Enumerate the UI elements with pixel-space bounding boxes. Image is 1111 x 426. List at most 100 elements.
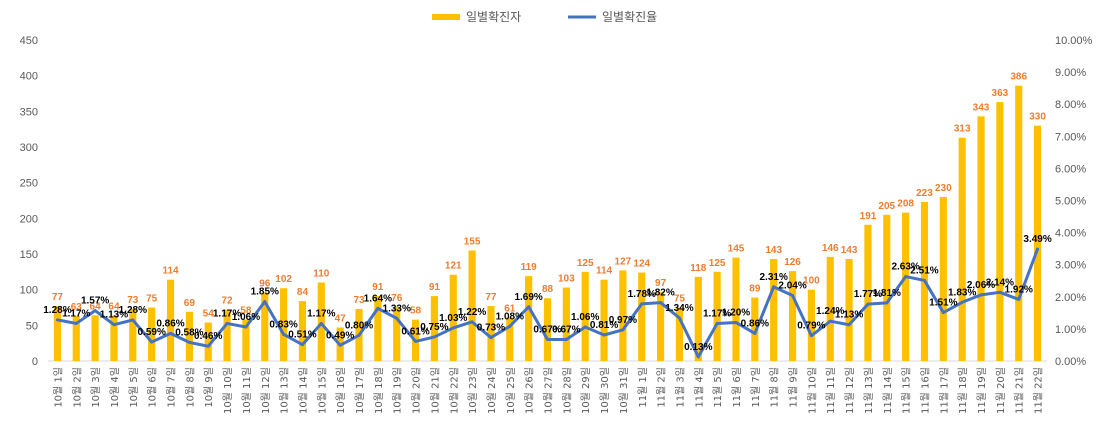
bar bbox=[996, 102, 1004, 361]
rate-point bbox=[55, 318, 59, 322]
x-tick-label: 10월 12일 bbox=[260, 367, 272, 414]
bar-value-label: 100 bbox=[803, 276, 820, 287]
rate-point bbox=[93, 309, 97, 313]
rate-point bbox=[602, 333, 606, 337]
rate-point bbox=[828, 319, 832, 323]
rate-point bbox=[508, 324, 512, 328]
rate-value-label: 0.86% bbox=[156, 318, 184, 329]
y-left-tick-label: 400 bbox=[20, 71, 38, 83]
rate-value-label: 2.63% bbox=[891, 262, 919, 273]
rate-point bbox=[753, 331, 757, 335]
bar bbox=[657, 291, 665, 361]
x-tick-label: 11월 21일 bbox=[1014, 367, 1026, 414]
rate-point bbox=[376, 306, 380, 310]
rate-point bbox=[432, 335, 436, 339]
x-tick-label: 10월 14일 bbox=[297, 367, 309, 414]
bar-value-label: 143 bbox=[841, 245, 858, 256]
bar bbox=[430, 296, 438, 361]
rate-point bbox=[715, 321, 719, 325]
bar-value-label: 118 bbox=[690, 263, 707, 274]
legend-swatch-bar bbox=[432, 14, 460, 20]
rate-point bbox=[847, 323, 851, 327]
x-tick-label: 11월 17일 bbox=[938, 367, 950, 414]
rate-point bbox=[564, 337, 568, 341]
rate-point bbox=[998, 290, 1002, 294]
y-left-tick-label: 450 bbox=[20, 35, 38, 47]
x-tick-label: 11월 8일 bbox=[769, 367, 781, 408]
rate-value-label: 1.57% bbox=[81, 296, 109, 307]
rate-point bbox=[489, 336, 493, 340]
y-left-tick-label: 300 bbox=[20, 142, 38, 154]
rate-point bbox=[150, 340, 154, 344]
rate-value-label: 1.06% bbox=[232, 312, 260, 323]
rate-value-label: 0.75% bbox=[420, 322, 448, 333]
rate-point bbox=[772, 285, 776, 289]
x-tick-label: 11월 16일 bbox=[919, 367, 931, 414]
rate-value-label: 3.49% bbox=[1023, 234, 1051, 245]
rate-value-label: 0.61% bbox=[401, 326, 429, 337]
x-tick-label: 10월 25일 bbox=[505, 367, 517, 414]
x-tick-label: 11월 14일 bbox=[882, 367, 894, 414]
x-tick-label: 10월 13일 bbox=[279, 367, 291, 414]
x-tick-label: 10월 4일 bbox=[109, 367, 121, 408]
rate-value-label: 1.08% bbox=[496, 311, 524, 322]
x-tick-label: 10월 15일 bbox=[316, 367, 328, 414]
rate-point bbox=[922, 278, 926, 282]
rate-value-label: 0.83% bbox=[269, 319, 297, 330]
rate-value-label: 0.58% bbox=[175, 327, 203, 338]
rate-value-label: 0.46% bbox=[194, 331, 222, 342]
rate-value-label: 2.04% bbox=[778, 281, 806, 292]
rate-value-label: 1.85% bbox=[251, 287, 279, 298]
bar-labels: 77 63 64 64 73 75 114 69 54 72 58 96 102 84 110 47 73 91 7… bbox=[52, 72, 1047, 325]
x-tick-label: 10월 29일 bbox=[580, 367, 592, 414]
rate-value-label: 1.13% bbox=[100, 310, 128, 321]
rate-point bbox=[300, 343, 304, 347]
bar-value-label: 54 bbox=[203, 308, 215, 319]
rate-point bbox=[904, 275, 908, 279]
x-tick-label: 11월 2일 bbox=[656, 367, 668, 408]
bar-value-label: 73 bbox=[353, 295, 365, 306]
bar bbox=[72, 316, 80, 361]
rate-point bbox=[225, 321, 229, 325]
bar-value-label: 103 bbox=[558, 274, 575, 285]
bar bbox=[807, 289, 815, 361]
rate-value-label: 0.81% bbox=[590, 320, 618, 331]
rate-point bbox=[282, 332, 286, 336]
x-tick-label: 10월 31일 bbox=[618, 367, 630, 414]
bar bbox=[939, 196, 947, 361]
rate-point bbox=[696, 355, 700, 359]
x-tick-label: 10월 1일 bbox=[52, 367, 64, 408]
bar bbox=[826, 256, 834, 361]
rate-value-label: 1.81% bbox=[873, 288, 901, 299]
bar bbox=[977, 116, 985, 361]
bar-value-label: 47 bbox=[335, 313, 347, 324]
y-left-tick-label: 250 bbox=[20, 178, 38, 190]
bar bbox=[204, 322, 212, 361]
legend: 일별확진자 일별확진율 bbox=[432, 10, 657, 24]
y-left-tick-label: 50 bbox=[26, 320, 38, 332]
rate-value-label: 1.28% bbox=[119, 305, 147, 316]
rate-value-label: 0.67% bbox=[533, 324, 561, 335]
bar bbox=[91, 315, 99, 361]
bar-value-label: 77 bbox=[485, 292, 497, 303]
bar-value-label: 146 bbox=[822, 243, 839, 254]
rate-value-label: 0.73% bbox=[477, 323, 505, 334]
y-left-tick-label: 150 bbox=[20, 249, 38, 261]
bar bbox=[751, 297, 759, 361]
rate-value-label: 1.64% bbox=[364, 293, 392, 304]
bar-value-label: 97 bbox=[655, 278, 667, 289]
bar-value-label: 125 bbox=[709, 258, 726, 269]
bar bbox=[788, 271, 797, 361]
bar-value-label: 89 bbox=[749, 284, 761, 295]
rate-value-label: 2.14% bbox=[986, 277, 1014, 288]
bar-value-label: 124 bbox=[633, 259, 650, 270]
rate-value-label: 0.59% bbox=[137, 327, 165, 338]
rate-value-label: 1.33% bbox=[383, 303, 411, 314]
rate-point bbox=[470, 320, 474, 324]
bar-value-label: 61 bbox=[504, 303, 516, 314]
bar-value-label: 127 bbox=[615, 256, 632, 267]
rate-value-label: 2.51% bbox=[910, 265, 938, 276]
axes: 0 50 100 150 200 250 300 350 400 450 0.00% 1.00% 2.0… bbox=[20, 35, 1093, 368]
rate-value-label: 1.17% bbox=[213, 308, 241, 319]
rate-value-label: 0.13% bbox=[684, 342, 712, 353]
